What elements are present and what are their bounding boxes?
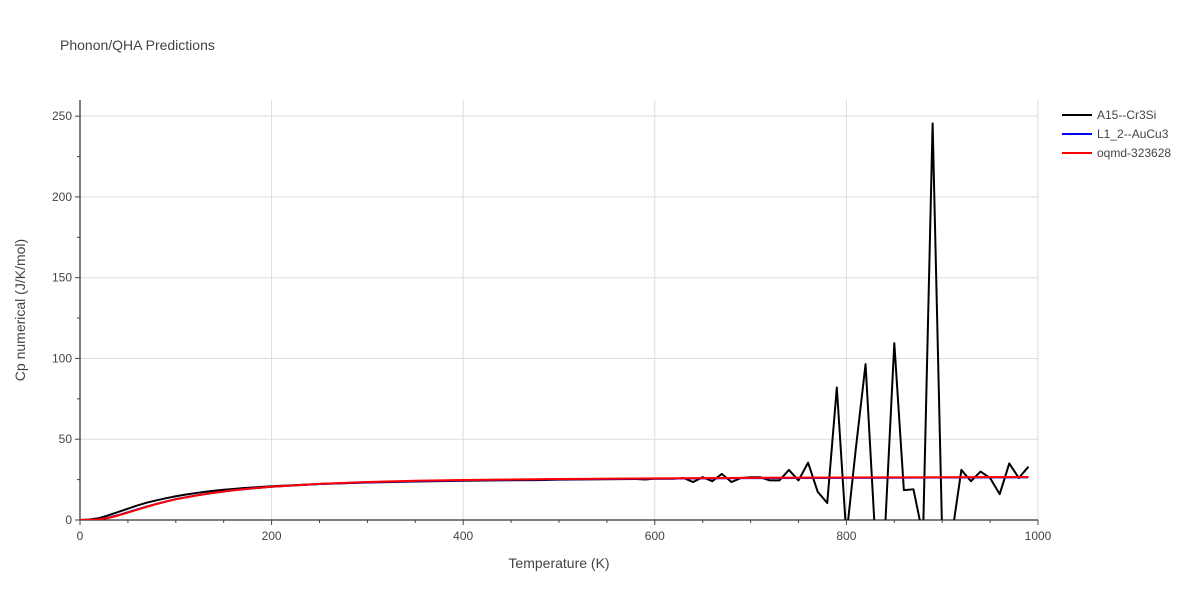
x-tick-label: 0 — [77, 529, 84, 543]
x-tick-label: 200 — [262, 529, 282, 543]
x-tick-label: 400 — [453, 529, 473, 543]
x-axis-label: Temperature (K) — [508, 555, 609, 571]
legend-item[interactable]: L1_2--AuCu3 — [1062, 127, 1169, 141]
x-tick-label: 600 — [645, 529, 665, 543]
legend-label: oqmd-323628 — [1097, 146, 1171, 160]
y-tick-label: 200 — [52, 190, 72, 204]
y-tick-label: 150 — [52, 271, 72, 285]
y-tick-label: 50 — [59, 432, 73, 446]
y-axis-label: Cp numerical (J/K/mol) — [12, 239, 28, 381]
y-tick-label: 250 — [52, 109, 72, 123]
grid-layer — [80, 100, 1039, 520]
x-tick-label: 800 — [836, 529, 856, 543]
legend: A15--Cr3Si L1_2--AuCu3 oqmd-323628 — [1062, 108, 1171, 160]
series-line-0 — [80, 122, 1030, 520]
y-tick-label: 100 — [52, 351, 72, 365]
legend-item[interactable]: A15--Cr3Si — [1062, 108, 1156, 122]
y-tick-label: 0 — [65, 513, 72, 527]
legend-label: A15--Cr3Si — [1097, 108, 1156, 122]
legend-item[interactable]: oqmd-323628 — [1062, 146, 1171, 160]
legend-label: L1_2--AuCu3 — [1097, 127, 1169, 141]
series-layer — [80, 122, 1030, 520]
series-line-2 — [80, 476, 1029, 520]
chart-title: Phonon/QHA Predictions — [60, 37, 215, 53]
x-tick-label: 1000 — [1025, 529, 1052, 543]
axis-layer: 0 200 400 600 800 1000 0 50 100 150 200 250 — [52, 100, 1052, 543]
